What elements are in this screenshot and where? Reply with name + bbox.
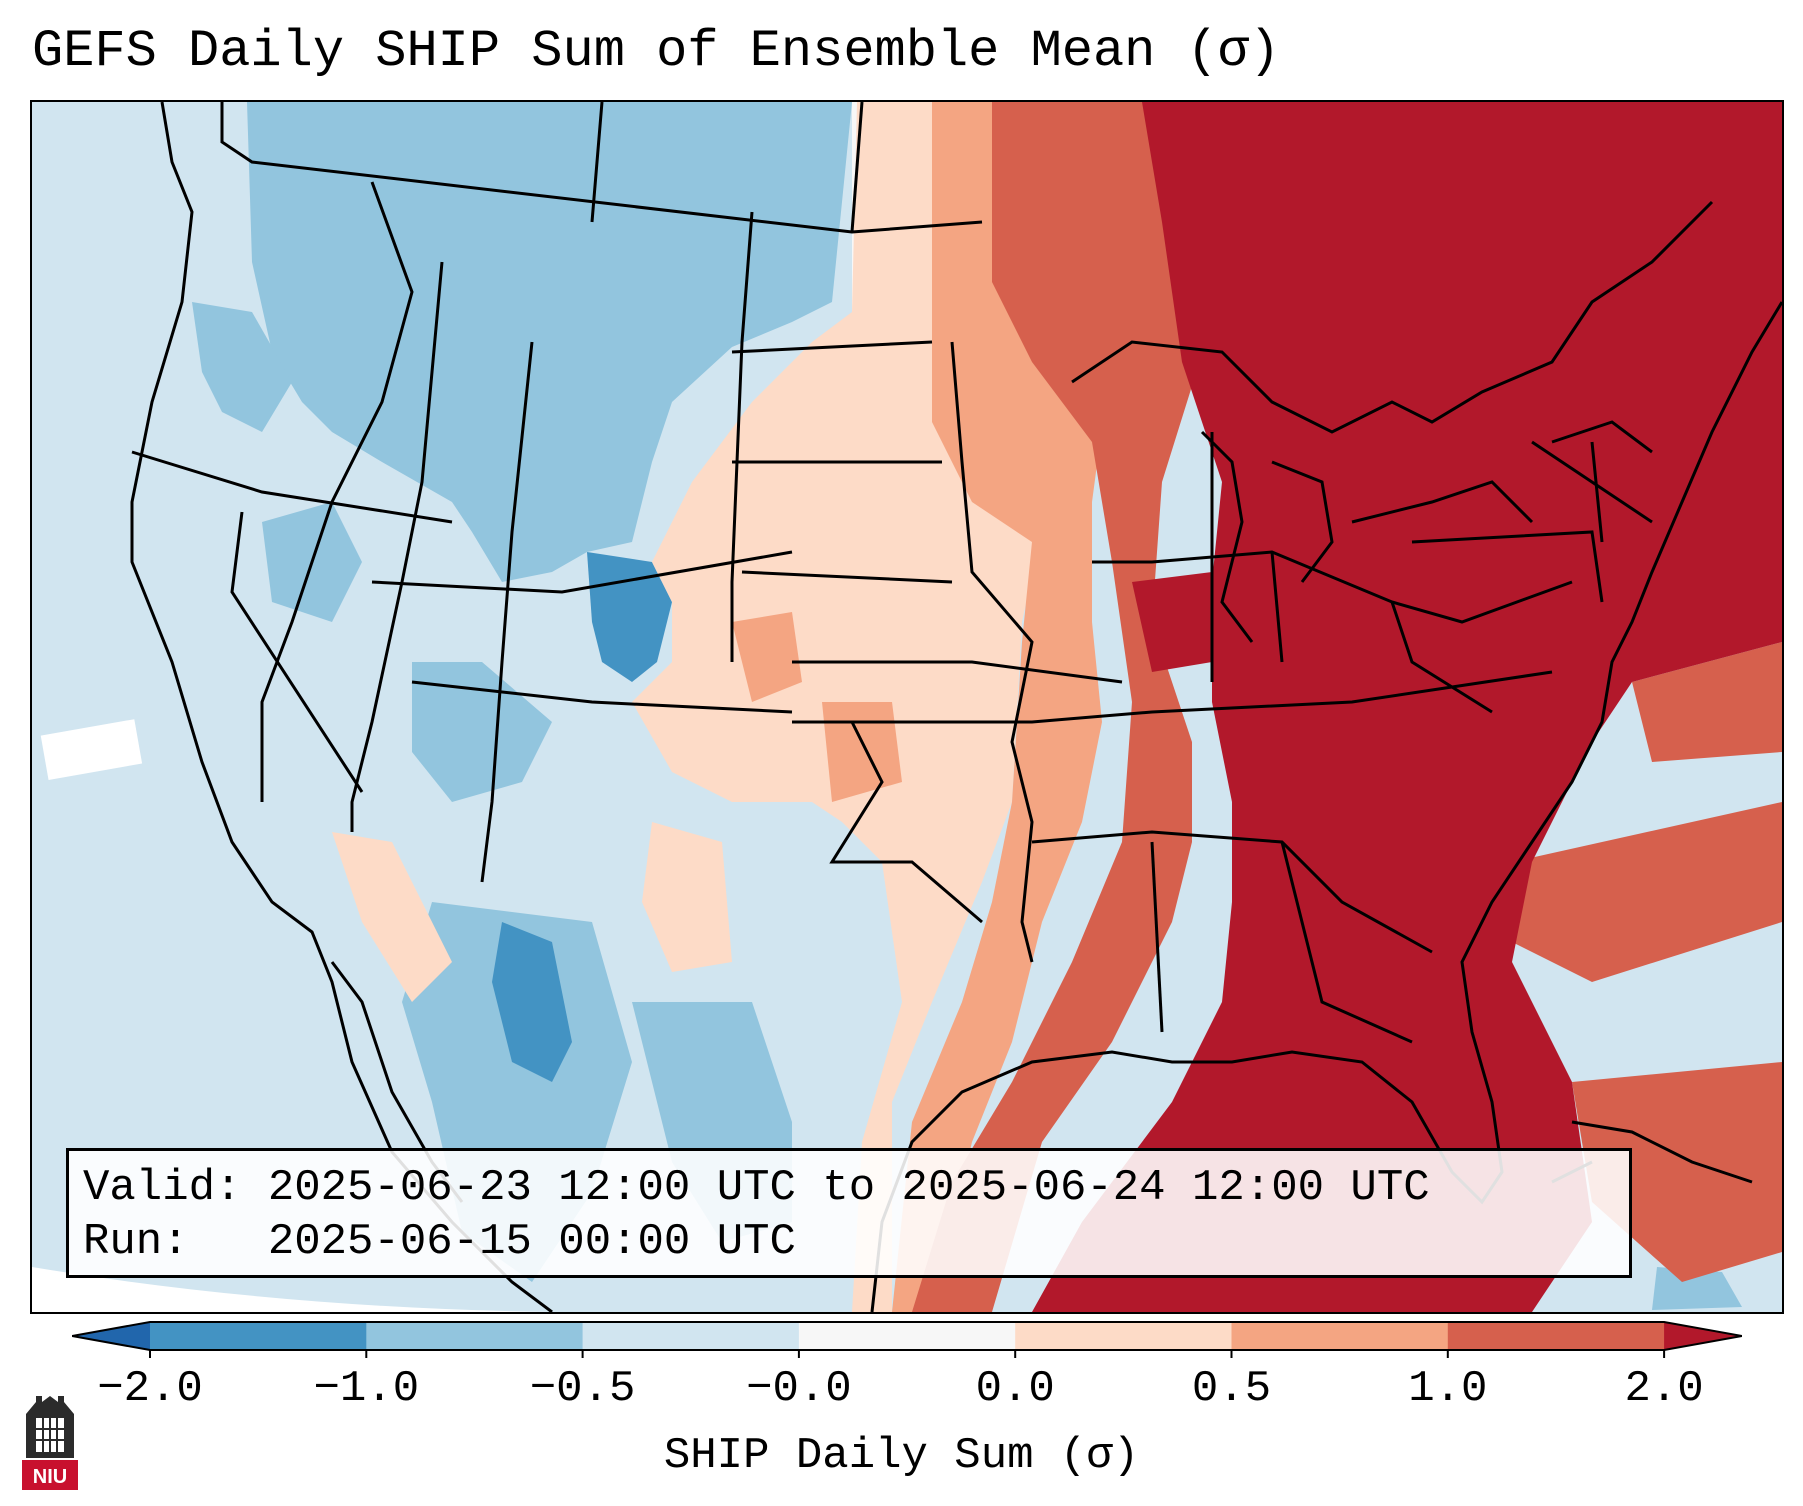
map-panel bbox=[30, 100, 1784, 1314]
state-line-ms-al bbox=[1150, 841, 1164, 1033]
region-weak-positive-sonora bbox=[332, 832, 452, 1002]
missing-data-area bbox=[32, 1267, 672, 1312]
region-moderate-negative-northwest bbox=[247, 102, 852, 582]
lake-erie bbox=[1351, 480, 1534, 524]
colorbar-label: SHIP Daily Sum (σ) bbox=[663, 1431, 1140, 1481]
state-line-al-ga bbox=[1280, 841, 1413, 1044]
region-strong-positive-band bbox=[912, 102, 1272, 1312]
niu-logo-icon: NIU bbox=[22, 1396, 78, 1490]
state-line-co-nm bbox=[411, 680, 793, 714]
lake-ontario bbox=[1551, 420, 1653, 454]
state-line-mississippi bbox=[950, 341, 1034, 963]
state-line-nv-ut bbox=[350, 261, 444, 832]
colorbar-tick-label: −0.5 bbox=[529, 1364, 636, 1414]
lake-michigan bbox=[1200, 430, 1254, 643]
valid-run-info-box: Valid: 2025-06-23 12:00 UTC to 2025-06-2… bbox=[66, 1148, 1632, 1278]
run-value: 2025-06-15 00:00 UTC bbox=[267, 1217, 796, 1267]
state-line-id-wy bbox=[371, 550, 793, 594]
great-lakes-border bbox=[1071, 200, 1714, 434]
valid-label: Valid: bbox=[83, 1163, 242, 1213]
state-line-ks-ok bbox=[792, 660, 1123, 684]
region-strong-positive-atlantic bbox=[1512, 802, 1782, 982]
michigan bbox=[1271, 460, 1334, 583]
colorbar-tick-label: 0.5 bbox=[1191, 1364, 1272, 1414]
region-extreme-positive-east bbox=[1032, 102, 1782, 1312]
region-moderate-negative-oregon bbox=[192, 302, 292, 432]
region-moderate-positive-kansas bbox=[822, 702, 902, 802]
state-line-ohio-valley bbox=[1092, 550, 1573, 624]
colorbar-bin bbox=[582, 1322, 800, 1350]
state-line-texas-north bbox=[829, 721, 983, 924]
state-line-or-ca bbox=[131, 450, 453, 524]
colorbar-over-arrow bbox=[1664, 1322, 1742, 1350]
region-moderate-positive-nebraska bbox=[732, 612, 802, 702]
colorbar-tick-label: −2.0 bbox=[97, 1364, 203, 1414]
run-label: Run: bbox=[83, 1217, 189, 1267]
region-moderate-negative-cuba bbox=[1652, 1267, 1742, 1310]
state-line-new-england bbox=[1531, 440, 1653, 524]
logo-text: NIU bbox=[33, 1466, 67, 1488]
region-weak-positive-west-texas bbox=[642, 822, 732, 972]
region-strong-negative-mexico bbox=[492, 922, 572, 1082]
colorbar-bin bbox=[1015, 1322, 1232, 1350]
colorbar-tick-label: −0.0 bbox=[746, 1364, 852, 1414]
state-line-ca-nv bbox=[230, 511, 364, 793]
state-line-ut-co bbox=[480, 341, 534, 883]
page-title: GEFS Daily SHIP Sum of Ensemble Mean (σ) bbox=[32, 22, 1281, 81]
state-line-wv bbox=[1390, 601, 1493, 714]
colorbar-tick-label: 0.0 bbox=[975, 1364, 1055, 1414]
state-line-pa bbox=[1411, 530, 1604, 603]
state-line-mt-nd bbox=[590, 102, 604, 223]
map-canvas bbox=[32, 102, 1782, 1312]
missing-data-patch bbox=[40, 719, 143, 781]
border-segment bbox=[850, 102, 864, 233]
colorbar-tick-label: −1.0 bbox=[313, 1364, 420, 1414]
cuba-outline bbox=[1571, 1120, 1753, 1184]
colorbar-bin bbox=[366, 1322, 584, 1350]
state-line-in-oh bbox=[1270, 551, 1284, 663]
colorbar-under-arrow bbox=[72, 1322, 150, 1350]
colorbar-bin bbox=[1447, 1322, 1665, 1350]
colorbar-bin bbox=[150, 1322, 367, 1350]
colorbar-bin bbox=[798, 1322, 1016, 1350]
valid-value: 2025-06-23 12:00 UTC to 2025-06-24 12:00… bbox=[267, 1163, 1430, 1213]
colorbar bbox=[72, 1321, 1742, 1358]
state-line-nd-sd bbox=[731, 340, 933, 354]
colorbar-bin bbox=[1231, 1322, 1449, 1350]
colorbar-tick-label: 1.0 bbox=[1408, 1364, 1488, 1414]
colorbar-tick-label: 2.0 bbox=[1624, 1364, 1704, 1414]
state-line-ok-tx bbox=[792, 670, 1553, 724]
canada-border bbox=[220, 102, 983, 234]
gulf-atlantic-coastline bbox=[870, 301, 1782, 1312]
state-line-ny bbox=[1590, 441, 1604, 543]
state-line-ne-ks bbox=[741, 570, 953, 584]
region-moderate-negative-arizona bbox=[412, 662, 552, 802]
region-extreme-positive-illinois bbox=[1132, 572, 1212, 672]
